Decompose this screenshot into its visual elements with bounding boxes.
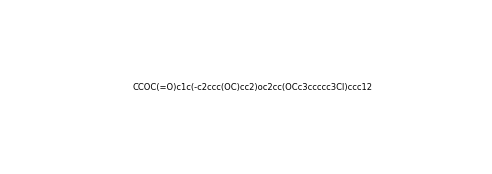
Text: CCOC(=O)c1c(-c2ccc(OC)cc2)oc2cc(OCc3ccccc3Cl)ccc12: CCOC(=O)c1c(-c2ccc(OC)cc2)oc2cc(OCc3cccc…: [132, 83, 372, 92]
